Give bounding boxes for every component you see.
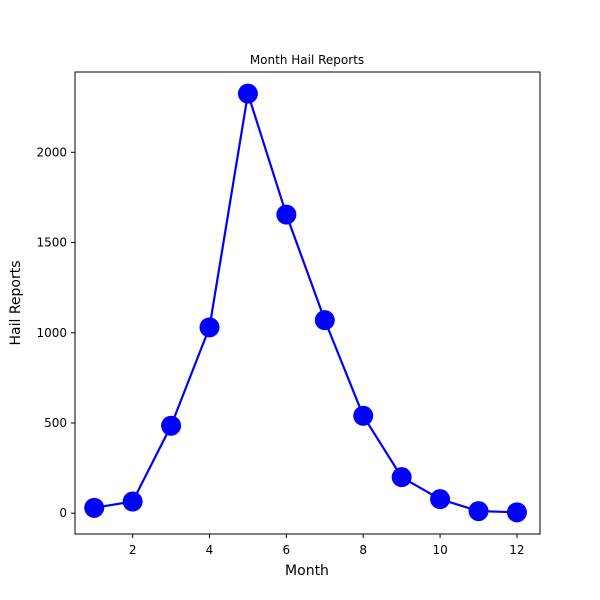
plot-frame: [74, 71, 541, 535]
y-tick-label: 1000: [36, 326, 67, 340]
data-point-month-10: [430, 489, 451, 510]
x-tick-label: 6: [283, 543, 291, 557]
y-tick-label: 2000: [36, 145, 67, 159]
chart-title: Month Hail Reports: [250, 53, 364, 67]
x-axis-label: Month: [285, 563, 329, 579]
y-tick-label: 1500: [36, 236, 67, 250]
x-tick-label: 2: [129, 543, 137, 557]
y-axis: 0 500 1000 1500 2000: [36, 145, 75, 520]
y-axis-label: Hail Reports: [8, 260, 24, 345]
y-tick-label: 0: [59, 506, 67, 520]
data-point-month-12: [506, 502, 527, 523]
data-point-month-7: [314, 310, 335, 331]
data-point-month-2: [122, 491, 143, 512]
x-tick-label: 10: [432, 543, 447, 557]
data-point-month-5: [237, 83, 258, 104]
data-point-month-6: [276, 204, 297, 225]
plot-area: [84, 83, 527, 523]
data-point-month-11: [468, 501, 489, 522]
data-point-month-9: [391, 467, 412, 488]
data-point-month-8: [353, 405, 374, 426]
data-point-month-4: [199, 317, 220, 338]
y-tick-label: 500: [44, 416, 67, 430]
x-axis: 2 4 6 8 10 12: [129, 534, 525, 557]
x-tick-label: 12: [509, 543, 524, 557]
data-point-month-1: [84, 497, 105, 518]
data-point-month-3: [161, 415, 182, 436]
x-tick-label: 4: [206, 543, 214, 557]
x-tick-label: 8: [359, 543, 367, 557]
